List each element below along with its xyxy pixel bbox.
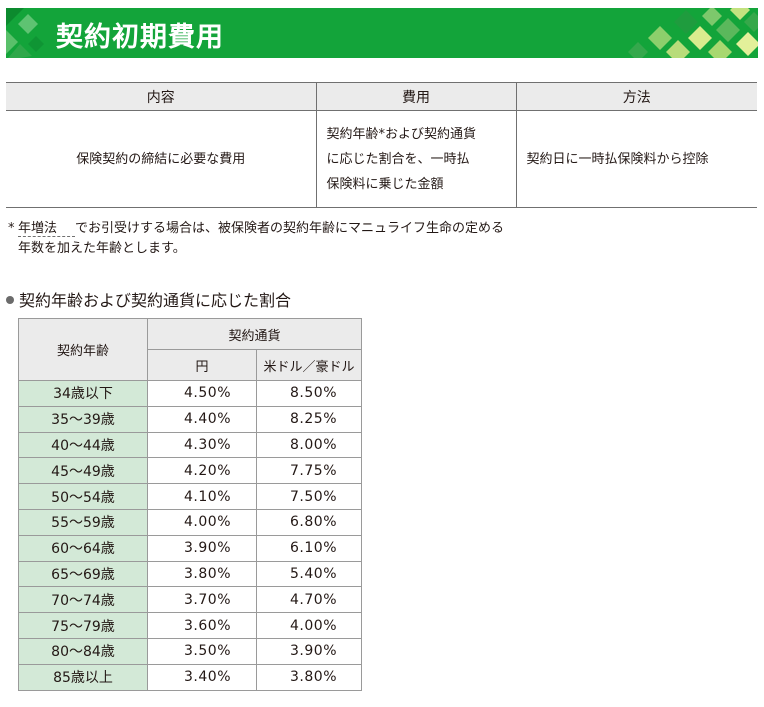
age-cell: 35〜39歳 [18,405,148,433]
header-usd-aud: 米ドル／豪ドル [256,349,362,381]
rate-table: 契約年齢 契約通貨 円 米ドル／豪ドル 34歳以下 4.50% 8.50% 35〜39… [18,318,362,691]
yen-rate-cell: 4.40% [147,405,257,433]
yen-rate-cell: 3.70% [147,586,257,614]
table-row: 80〜84歳 3.50% 3.90% [18,637,362,665]
usd-aud-rate-cell: 4.00% [256,612,362,639]
usd-aud-rate-cell: 7.50% [256,483,362,510]
page-title: 契約初期費用 [56,22,224,53]
column-header-method: 方法 [515,82,757,111]
section-title-text: 契約年齢および契約通貨に応じた割合 [19,291,292,310]
usd-aud-rate-cell: 8.50% [256,380,362,407]
age-cell: 65〜69歳 [18,560,148,588]
content-cell: 保険契約の締結に必要な費用 [6,110,316,208]
yen-rate-cell: 3.90% [147,534,257,562]
age-cell: 80〜84歳 [18,637,148,665]
table-row: 40〜44歳 4.30% 8.00% [18,431,362,459]
asterisk-mark: * [8,221,15,236]
header-currency: 契約通貨 [147,318,362,350]
footnote-line-1: * 年増法 でお引受けする場合は、被保険者の契約年齢にマニュライフ生命の定める [8,219,504,239]
initial-cost-table: 内容 費用 方法 保険契約の締結に必要な費用 契約年齢*および契約通貨 に応じた… [6,82,757,208]
yen-rate-cell: 4.30% [147,431,257,459]
table-header-row: 内容 費用 方法 [6,82,757,111]
cost-line: 保険料に乗じた金額 [326,176,444,192]
header-yen: 円 [147,349,257,381]
table-row: 85歳以上 3.40% 3.80% [18,663,362,691]
yen-rate-cell: 4.10% [147,483,257,510]
table-row: 70〜74歳 3.70% 4.70% [18,586,362,614]
yen-rate-cell: 4.00% [147,508,257,536]
yen-rate-cell: 4.50% [147,380,257,407]
table-row: 65〜69歳 3.80% 5.40% [18,560,362,588]
age-cell: 85歳以上 [18,663,148,691]
table-row: 60〜64歳 3.90% 6.10% [18,534,362,562]
table-row: 35〜39歳 4.40% 8.25% [18,405,362,433]
rate-header-row: 契約年齢 契約通貨 [18,318,362,381]
usd-aud-rate-cell: 6.80% [256,508,362,536]
age-cell: 60〜64歳 [18,534,148,562]
usd-aud-rate-cell: 8.25% [256,405,362,433]
footnote-line-2: 年数を加えた年齢とします。 [18,241,186,256]
table-row: 50〜54歳 4.10% 7.50% [18,483,362,510]
footnote-term: 年増法 [18,221,76,237]
footnote: * 年増法 でお引受けする場合は、被保険者の契約年齢にマニュライフ生命の定める 年数… [8,219,504,259]
age-cell: 34歳以下 [18,380,148,407]
cost-line: 契約年齢*および契約通貨 [326,126,477,142]
usd-aud-rate-cell: 7.75% [256,457,362,485]
cost-line: に応じた割合を、一時払 [326,151,470,167]
usd-aud-rate-cell: 8.00% [256,431,362,459]
table-row: 75〜79歳 3.60% 4.00% [18,612,362,639]
usd-aud-rate-cell: 3.80% [256,663,362,691]
diamond-pattern-right-icon [628,8,758,58]
header-banner: 契約初期費用 [6,8,758,58]
column-header-cost: 費用 [315,82,516,111]
rate-subheader-row: 円 米ドル／豪ドル [19,349,362,381]
cost-cell: 契約年齢*および契約通貨 に応じた割合を、一時払 保険料に乗じた金額 [315,110,516,208]
usd-aud-rate-cell: 3.90% [256,637,362,665]
bullet-dot-icon [6,296,14,304]
age-cell: 55〜59歳 [18,508,148,536]
age-cell: 40〜44歳 [18,431,148,459]
yen-rate-cell: 4.20% [147,457,257,485]
age-cell: 75〜79歳 [18,612,148,639]
age-cell: 45〜49歳 [18,457,148,485]
column-header-content: 内容 [6,82,316,111]
yen-rate-cell: 3.80% [147,560,257,588]
usd-aud-rate-cell: 5.40% [256,560,362,588]
table-row: 45〜49歳 4.20% 7.75% [18,457,362,485]
section-heading: 契約年齢および契約通貨に応じた割合 [6,287,291,311]
usd-aud-rate-cell: 4.70% [256,586,362,614]
table-row: 34歳以下 4.50% 8.50% [18,380,362,407]
header-age: 契約年齢 [18,318,148,381]
yen-rate-cell: 3.60% [147,612,257,639]
table-row: 55〜59歳 4.00% 6.80% [18,508,362,536]
age-cell: 70〜74歳 [18,586,148,614]
footnote-text: でお引受けする場合は、被保険者の契約年齢にマニュライフ生命の定める [75,221,505,236]
table-row: 保険契約の締結に必要な費用 契約年齢*および契約通貨 に応じた割合を、一時払 保… [6,110,757,208]
yen-rate-cell: 3.50% [147,637,257,665]
usd-aud-rate-cell: 6.10% [256,534,362,562]
method-cell: 契約日に一時払保険料から控除 [515,110,757,208]
yen-rate-cell: 3.40% [147,663,257,691]
diamond-pattern-left-icon [6,8,44,58]
age-cell: 50〜54歳 [18,483,148,510]
